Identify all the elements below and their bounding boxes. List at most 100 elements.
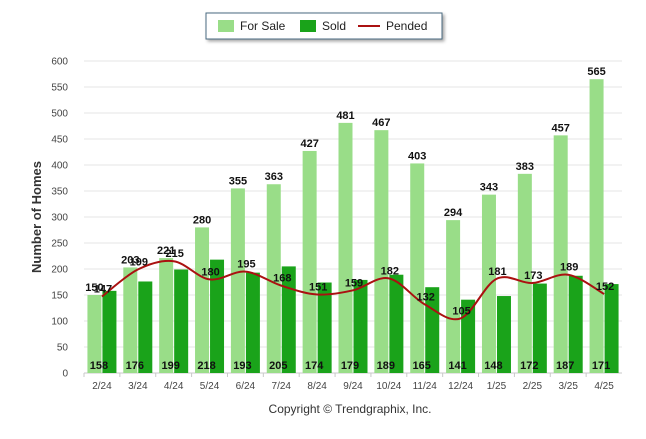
y-tick-label: 300 xyxy=(51,213,68,224)
y-tick-label: 250 xyxy=(51,239,68,250)
y-tick-label: 600 xyxy=(51,57,68,68)
label-pended: 180 xyxy=(201,266,219,278)
x-tick-label: 5/24 xyxy=(200,381,220,392)
label-for-sale: 221 xyxy=(157,245,175,257)
label-sold: 148 xyxy=(484,360,502,372)
pended-line-layer xyxy=(101,259,605,321)
legend-label-sold: Sold xyxy=(322,19,346,33)
label-for-sale: 403 xyxy=(408,150,426,162)
label-sold: 174 xyxy=(305,360,324,372)
x-tick-label: 3/25 xyxy=(558,381,578,392)
bar-sold xyxy=(210,259,225,373)
bar-for-sale xyxy=(446,220,461,373)
label-sold: 172 xyxy=(520,360,538,372)
bar-sold xyxy=(245,272,260,373)
label-pended: 152 xyxy=(596,281,614,293)
label-for-sale: 467 xyxy=(372,117,390,129)
label-sold: 193 xyxy=(233,360,251,372)
label-sold: 187 xyxy=(556,360,574,372)
bar-for-sale xyxy=(123,267,138,373)
label-sold: 141 xyxy=(448,360,466,372)
y-tick-label: 350 xyxy=(51,187,68,198)
label-pended: 151 xyxy=(309,281,327,293)
label-pended: 168 xyxy=(273,273,291,285)
data-labels: 150 158 203 176 221 199 280 218 355 193 363 205 427 1… xyxy=(85,66,614,372)
bars xyxy=(87,79,619,373)
bar-sold xyxy=(496,296,511,373)
legend-label-for-sale: For Sale xyxy=(240,19,286,33)
gridlines xyxy=(83,60,622,377)
bar-sold xyxy=(174,269,189,373)
bar-for-sale xyxy=(374,130,389,373)
x-tick-label: 10/24 xyxy=(376,381,401,392)
bar-for-sale xyxy=(195,227,210,373)
y-tick-label: 550 xyxy=(51,83,68,94)
label-for-sale: 457 xyxy=(552,122,570,134)
x-tick-labels: 2/24 3/24 4/24 5/24 6/24 7/24 8/24 9/24 10/24 11/… xyxy=(92,381,614,392)
y-tick-label: 450 xyxy=(51,135,68,146)
bar-sold xyxy=(281,266,296,373)
label-sold: 158 xyxy=(90,360,108,372)
x-tick-label: 12/24 xyxy=(448,381,473,392)
copyright-text: Copyright © Trendgraphix, Inc. xyxy=(269,402,432,416)
x-tick-label: 4/25 xyxy=(594,381,614,392)
bar-sold xyxy=(102,290,117,373)
bar-sold xyxy=(425,287,440,373)
x-tick-label: 2/24 xyxy=(92,381,112,392)
bar-for-sale xyxy=(230,188,245,373)
label-pended: 159 xyxy=(345,277,363,289)
bar-sold xyxy=(604,284,619,373)
y-tick-label: 200 xyxy=(51,265,68,276)
label-pended: 173 xyxy=(524,270,542,282)
label-for-sale: 203 xyxy=(121,254,139,266)
y-tick-label: 100 xyxy=(51,317,68,328)
label-sold: 179 xyxy=(341,360,359,372)
bar-for-sale xyxy=(410,163,425,373)
bar-for-sale xyxy=(87,295,102,373)
x-tick-label: 1/25 xyxy=(487,381,507,392)
y-tick-label: 150 xyxy=(51,291,68,302)
label-pended: 199 xyxy=(130,257,148,269)
label-for-sale: 343 xyxy=(480,182,498,194)
label-sold: 165 xyxy=(413,360,431,372)
label-for-sale: 355 xyxy=(229,175,247,187)
bar-sold xyxy=(317,282,332,373)
y-tick-label: 500 xyxy=(51,109,68,120)
label-pended: 195 xyxy=(237,259,255,271)
y-tick-labels: 0 50 100 150 200 250 300 350 400 450 500 550 600 xyxy=(51,57,68,380)
x-tick-label: 3/24 xyxy=(128,381,148,392)
y-tick-label: 400 xyxy=(51,161,68,172)
bar-for-sale xyxy=(266,184,281,373)
legend-box xyxy=(205,12,443,40)
label-for-sale: 280 xyxy=(193,214,211,226)
legend-swatch-sold xyxy=(300,20,316,32)
bar-sold xyxy=(138,281,153,373)
bar-sold xyxy=(353,279,368,373)
label-for-sale: 363 xyxy=(265,171,283,183)
label-pended: 215 xyxy=(165,248,183,260)
y-tick-label: 0 xyxy=(62,369,68,380)
x-tick-label: 4/24 xyxy=(164,381,184,392)
label-for-sale: 481 xyxy=(336,110,354,122)
bar-for-sale xyxy=(338,122,353,373)
legend-label-pended: Pended xyxy=(386,19,427,33)
label-pended: 189 xyxy=(560,262,578,274)
bar-for-sale xyxy=(517,173,532,373)
label-for-sale: 383 xyxy=(516,161,534,173)
bar-for-sale xyxy=(159,258,174,373)
legend-swatch-for-sale xyxy=(218,20,234,32)
label-sold: 199 xyxy=(161,360,179,372)
x-tick-label: 6/24 xyxy=(236,381,256,392)
y-tick-label: 50 xyxy=(57,343,69,354)
label-for-sale: 294 xyxy=(444,207,463,219)
bar-for-sale xyxy=(589,79,604,373)
pended-line xyxy=(101,259,605,321)
y-axis-title: Number of Homes xyxy=(29,161,44,273)
x-tick-label: 7/24 xyxy=(272,381,292,392)
x-tick-label: 8/24 xyxy=(307,381,327,392)
label-pended: 181 xyxy=(488,266,506,278)
label-sold: 218 xyxy=(197,360,215,372)
label-pended: 132 xyxy=(417,291,435,303)
